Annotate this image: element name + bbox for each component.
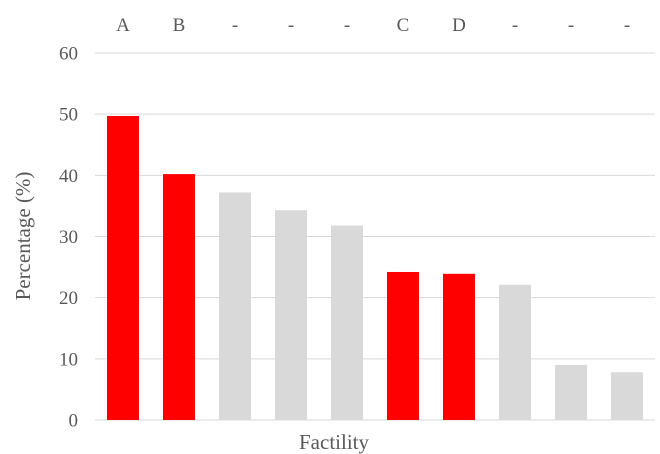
category-label: D (452, 15, 466, 36)
bar (443, 273, 475, 420)
bar (499, 284, 531, 420)
bar (275, 210, 307, 420)
y-axis-title: Percentage (%) (11, 172, 35, 301)
y-tick-label: 20 (59, 288, 78, 309)
y-axis-tick-labels: 0 10 20 30 40 50 60 (59, 44, 78, 432)
bar (107, 116, 139, 421)
category-label: - (512, 15, 518, 36)
category-label: - (344, 15, 350, 36)
category-label: - (624, 15, 630, 36)
category-label: A (116, 15, 130, 36)
category-label: - (288, 15, 294, 36)
bar (163, 174, 195, 420)
y-tick-label: 0 (69, 411, 79, 432)
y-tick-label: 30 (59, 227, 78, 248)
y-tick-label: 60 (59, 44, 78, 65)
bar (611, 372, 643, 420)
bar (555, 364, 587, 420)
y-tick-label: 40 (59, 166, 78, 187)
y-tick-label: 50 (59, 105, 78, 126)
category-label: B (173, 15, 186, 36)
category-label: - (568, 15, 574, 36)
bars (107, 116, 643, 421)
y-tick-label: 10 (59, 349, 78, 370)
bar (219, 192, 251, 420)
category-label: C (397, 15, 410, 36)
category-label: - (232, 15, 238, 36)
bar (387, 271, 419, 420)
x-axis-title: Factility (299, 430, 369, 454)
bar (331, 225, 363, 420)
